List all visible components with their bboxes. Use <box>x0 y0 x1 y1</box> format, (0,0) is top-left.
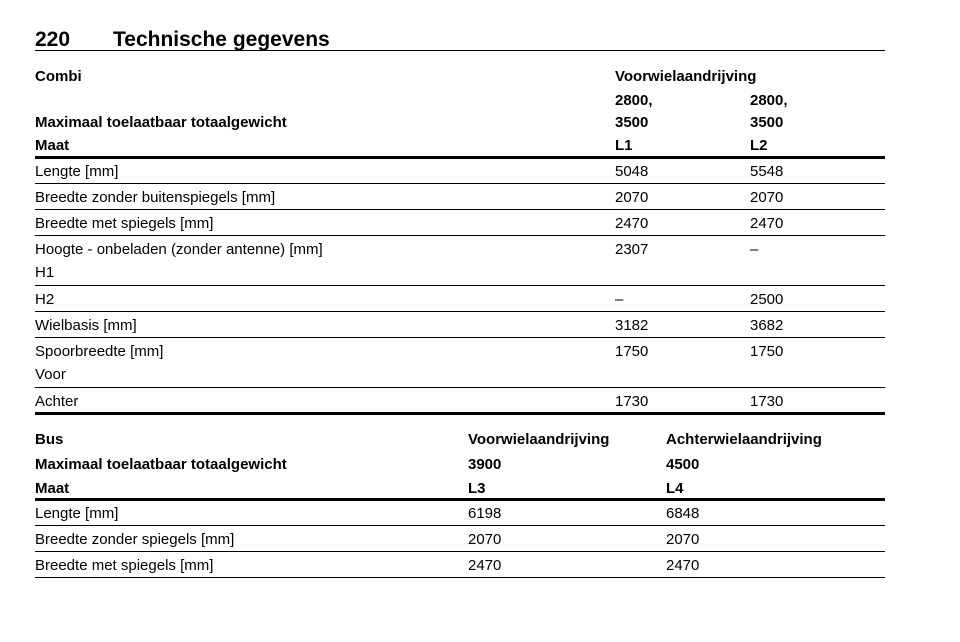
header-rule <box>35 50 885 51</box>
column-header: 3900 <box>468 456 502 473</box>
column-header: L3 <box>468 480 486 497</box>
row-rule <box>35 337 885 338</box>
cell-value: – <box>750 241 759 258</box>
row-label: Breedte met spiegels [mm] <box>35 215 214 232</box>
row-rule <box>35 235 885 236</box>
cell-value: 6848 <box>666 505 700 522</box>
page-title: Technische gegevens <box>113 28 330 51</box>
column-header: 4500 <box>666 456 700 473</box>
row-rule <box>35 498 885 501</box>
row-label: Lengte [mm] <box>35 163 119 180</box>
row-label: Breedte zonder buitenspiegels [mm] <box>35 189 276 206</box>
column-header: Voorwielaandrijving <box>615 68 757 85</box>
cell-value: 5048 <box>615 163 649 180</box>
row-rule <box>35 285 885 286</box>
row-rule <box>35 183 885 184</box>
cell-value: 1750 <box>750 343 784 360</box>
row-label: Breedte met spiegels [mm] <box>35 557 214 574</box>
row-rule <box>35 525 885 526</box>
row-label: Wielbasis [mm] <box>35 317 137 334</box>
cell-value: 3682 <box>750 317 784 334</box>
column-header: Achterwielaandrijving <box>666 431 822 448</box>
row-rule <box>35 412 885 415</box>
cell-value: 2470 <box>750 215 784 232</box>
page-number: 220 <box>35 28 71 51</box>
cell-value: 2070 <box>468 531 502 548</box>
row-label: Lengte [mm] <box>35 505 119 522</box>
row-label: Hoogte - onbeladen (zonder antenne) [mm] <box>35 241 323 258</box>
row-note: Voor <box>35 366 66 383</box>
cell-value: 1730 <box>615 393 649 410</box>
row-label: Breedte zonder spiegels [mm] <box>35 531 235 548</box>
cell-value: 1750 <box>615 343 649 360</box>
cell-value: 2307 <box>615 241 649 258</box>
cell-value: 2470 <box>615 215 649 232</box>
cell-value: 2070 <box>666 531 700 548</box>
cell-value: 5548 <box>750 163 784 180</box>
cell-value: 2070 <box>750 189 784 206</box>
weight-value: 2800, <box>750 92 788 109</box>
cell-value: 1730 <box>750 393 784 410</box>
column-header: Voorwielaandrijving <box>468 431 610 448</box>
row-note: H1 <box>35 264 55 281</box>
weight-value: 3500 <box>750 114 784 131</box>
row-rule <box>35 311 885 312</box>
row-label: H2 <box>35 291 55 308</box>
weight-value: 3500 <box>615 114 649 131</box>
row-rule <box>35 387 885 388</box>
row-header: Maximaal toelaatbaar totaalgewicht <box>35 114 287 131</box>
row-label: Achter <box>35 393 79 410</box>
row-header: Maat <box>35 480 70 497</box>
size-value: L2 <box>750 137 768 154</box>
row-header: Maximaal toelaatbaar totaalgewicht <box>35 456 287 473</box>
cell-value: – <box>615 291 624 308</box>
cell-value: 3182 <box>615 317 649 334</box>
cell-value: 2500 <box>750 291 784 308</box>
row-rule <box>35 551 885 552</box>
row-rule <box>35 577 885 578</box>
cell-value: 2470 <box>666 557 700 574</box>
cell-value: 2070 <box>615 189 649 206</box>
row-header: Maat <box>35 137 70 154</box>
cell-value: 6198 <box>468 505 502 522</box>
column-header: L4 <box>666 480 684 497</box>
weight-value: 2800, <box>615 92 653 109</box>
cell-value: 2470 <box>468 557 502 574</box>
row-rule <box>35 209 885 210</box>
table-label: Combi <box>35 68 82 85</box>
row-rule <box>35 156 885 159</box>
row-header: Bus <box>35 431 64 448</box>
row-label: Spoorbreedte [mm] <box>35 343 164 360</box>
size-value: L1 <box>615 137 633 154</box>
